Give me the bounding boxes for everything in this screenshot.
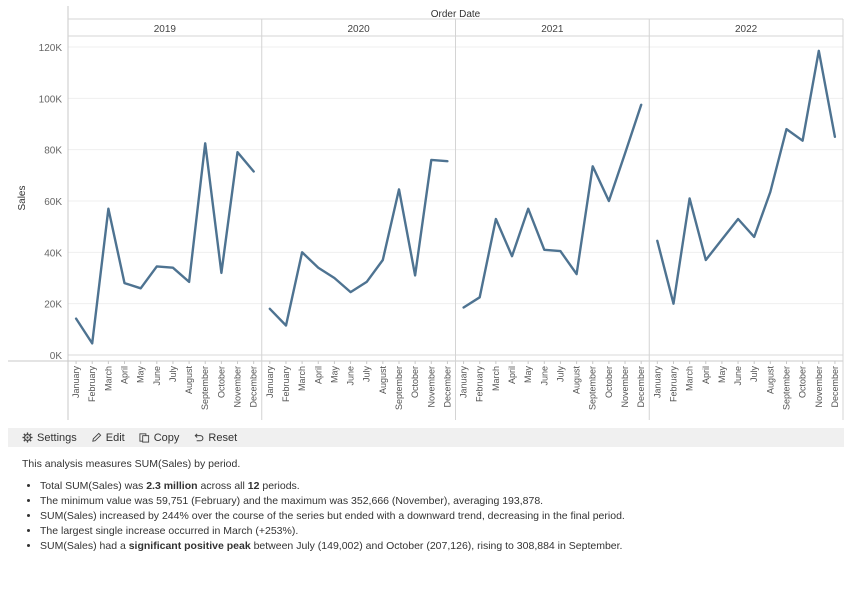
settings-button[interactable]: Settings — [22, 432, 77, 444]
y-tick-label: 20K — [44, 300, 62, 311]
y-tick-label: 40K — [44, 248, 62, 259]
x-tick-label: May — [136, 366, 146, 384]
x-tick-label: November — [814, 366, 824, 408]
x-tick-label: February — [87, 366, 97, 403]
x-tick-label: May — [329, 366, 339, 384]
summary-text: SUM(Sales) had a — [40, 540, 129, 552]
copy-label: Copy — [153, 431, 180, 444]
x-tick-label: October — [798, 366, 808, 398]
x-tick-label: December — [830, 366, 840, 408]
x-tick-label: April — [120, 366, 130, 384]
summary-text: between July (149,002) and October (207,… — [250, 540, 623, 552]
summary-text: periods. — [259, 480, 300, 492]
panel-header-2020: 2020 — [348, 24, 371, 35]
reset-label: Reset — [208, 431, 238, 444]
toolbar: Settings Edit Copy Reset — [8, 428, 844, 447]
summary-item-increase: The largest single increase occurred in … — [40, 525, 832, 537]
x-tick-label: March — [103, 366, 113, 391]
pencil-icon — [91, 432, 102, 442]
x-tick-label: July — [168, 366, 178, 383]
x-tick-label: April — [313, 366, 323, 384]
summary-item-trend: SUM(Sales) increased by 244% over the co… — [40, 510, 832, 522]
x-tick-label: August — [765, 366, 775, 395]
series-line-2019 — [74, 142, 255, 345]
x-tick-label: May — [523, 366, 533, 384]
x-tick-label: February — [668, 366, 678, 403]
x-tick-label: August — [572, 366, 582, 395]
x-tick-label: April — [701, 366, 711, 384]
panel-header-2019: 2019 — [154, 24, 177, 35]
x-tick-label: March — [685, 366, 695, 391]
x-tick-label: August — [378, 366, 388, 395]
x-tick-label: April — [507, 366, 517, 384]
copy-button[interactable]: Copy — [139, 431, 180, 444]
x-tick-label: October — [216, 366, 226, 398]
analysis-summary: This analysis measures SUM(Sales) by per… — [22, 458, 832, 555]
x-tick-label: July — [555, 366, 565, 383]
copy-icon — [139, 433, 149, 443]
reset-button[interactable]: Reset — [193, 432, 237, 444]
x-tick-label: October — [604, 366, 614, 398]
x-tick-label: July — [749, 366, 759, 383]
y-tick-label: 120K — [39, 43, 63, 54]
gear-icon — [22, 432, 33, 443]
summary-item-peak: SUM(Sales) had a significant positive pe… — [40, 540, 832, 552]
x-tick-label: May — [717, 366, 727, 384]
summary-bold: 12 — [247, 480, 260, 492]
undo-icon — [194, 433, 204, 442]
x-tick-label: February — [475, 366, 485, 403]
x-tick-label: November — [426, 366, 436, 408]
x-tick-label: January — [652, 366, 662, 399]
x-tick-label: January — [459, 366, 469, 399]
x-tick-label: June — [152, 366, 162, 386]
x-tick-label: September — [200, 366, 210, 410]
x-tick-label: June — [539, 366, 549, 386]
x-tick-label: June — [733, 366, 743, 386]
series-line-2021 — [462, 103, 643, 309]
x-tick-label: September — [781, 366, 791, 410]
x-tick-label: March — [491, 366, 501, 391]
x-tick-label: January — [71, 366, 81, 399]
x-tick-label: September — [588, 366, 598, 410]
series-line-2022 — [656, 49, 837, 305]
x-tick-label: October — [410, 366, 420, 398]
summary-bold: 2.3 million — [146, 480, 198, 492]
y-tick-label: 0K — [50, 351, 63, 362]
x-tick-label: November — [620, 366, 630, 408]
summary-list: Total SUM(Sales) was 2.3 million across … — [22, 480, 832, 552]
x-tick-label: December — [636, 366, 646, 408]
summary-intro: This analysis measures SUM(Sales) by per… — [22, 458, 241, 470]
edit-button[interactable]: Edit — [91, 432, 125, 444]
x-tick-label: June — [346, 366, 356, 386]
x-tick-label: March — [297, 366, 307, 391]
y-tick-label: 60K — [44, 197, 62, 208]
x-tick-label: September — [394, 366, 404, 410]
y-axis-label: Sales — [17, 185, 28, 210]
x-tick-label: November — [233, 366, 243, 408]
x-tick-label: July — [362, 366, 372, 383]
panel-header-2022: 2022 — [735, 24, 758, 35]
x-tick-label: February — [281, 366, 291, 403]
edit-label: Edit — [105, 431, 125, 444]
panel-header-2021: 2021 — [541, 24, 564, 35]
x-tick-label: August — [184, 366, 194, 395]
summary-text: across all — [197, 480, 248, 492]
x-tick-label: December — [249, 366, 259, 408]
chart-title: Order Date — [431, 9, 481, 20]
y-tick-label: 100K — [39, 94, 63, 105]
summary-item-total: Total SUM(Sales) was 2.3 million across … — [40, 480, 832, 492]
summary-text: Total SUM(Sales) was — [40, 480, 147, 492]
series-line-2020 — [268, 158, 449, 327]
sales-line-chart: Order Date Sales 0K 20K 40K 60K 80K 100K 120K 201… — [8, 6, 844, 420]
x-tick-label: January — [265, 366, 275, 399]
settings-label: Settings — [37, 431, 77, 444]
summary-bold: significant positive peak — [128, 540, 251, 552]
summary-item-minmax: The minimum value was 59,751 (February) … — [40, 495, 832, 507]
y-tick-label: 80K — [44, 146, 62, 157]
x-tick-label: December — [442, 366, 452, 408]
